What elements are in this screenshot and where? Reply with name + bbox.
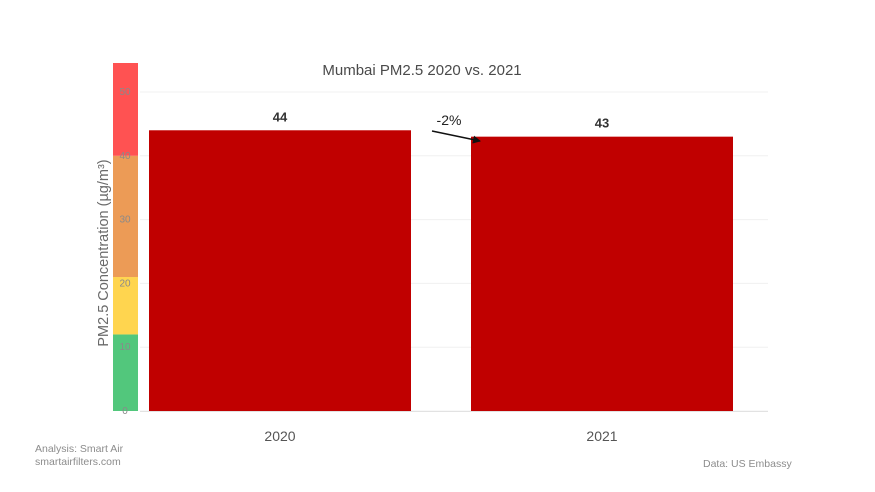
change-annotation: -2%	[431, 112, 481, 144]
bar	[149, 130, 411, 411]
website-credit: smartairfilters.com	[35, 456, 121, 468]
data-source-credit: Data: US Embassy	[703, 458, 792, 470]
x-tick-labels: 2020 2021	[264, 428, 617, 444]
y-tick-label: 50	[119, 87, 131, 98]
bars	[149, 130, 733, 411]
aqi-band	[113, 155, 138, 278]
aqi-band	[113, 334, 138, 411]
y-tick-label: 20	[119, 278, 131, 289]
y-tick-label: 40	[119, 151, 131, 162]
data-label: 43	[595, 116, 609, 131]
y-tick-label: 30	[119, 215, 131, 226]
bar	[471, 136, 733, 411]
aqi-band	[113, 63, 138, 156]
y-tick-labels: 0 10 20 30 40 50	[119, 87, 131, 417]
analysis-credit: Analysis: Smart Air	[35, 443, 124, 455]
credits-left: Analysis: Smart Air smartairfilters.com	[35, 443, 123, 469]
y-tick-label: 10	[119, 342, 131, 353]
data-label: 44	[273, 109, 288, 124]
aqi-band	[113, 277, 138, 335]
data-labels: 44 43	[273, 109, 609, 130]
x-tick-label: 2020	[264, 428, 295, 444]
change-arrow	[431, 130, 481, 144]
x-tick-label: 2021	[586, 428, 617, 444]
y-axis-label: PM2.5 Concentration (µg/m³)	[96, 159, 112, 346]
aqi-color-bands	[113, 63, 138, 411]
y-tick-label: 0	[122, 406, 128, 417]
chart-title: Mumbai PM2.5 2020 vs. 2021	[322, 62, 521, 79]
change-label: -2%	[437, 112, 462, 128]
